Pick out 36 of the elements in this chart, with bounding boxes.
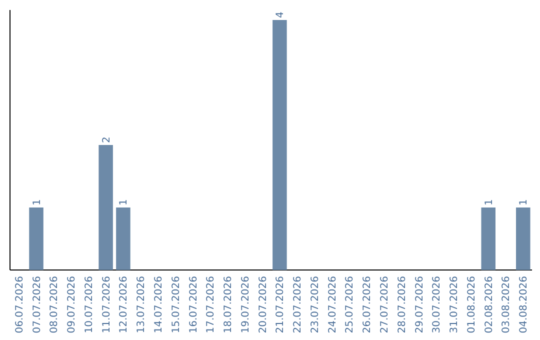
x-tick-label: 17.07.2026 (206, 276, 217, 334)
x-tick-label: 11.07.2026 (101, 276, 112, 334)
x-tick-label: 16.07.2026 (188, 276, 200, 334)
x-tick-label: 04.08.2026 (518, 276, 530, 334)
x-tick-label: 02.08.2026 (484, 276, 495, 334)
x-tick-label: 24.07.2026 (327, 276, 338, 334)
data-label: 1 (518, 199, 530, 206)
x-tick-label: 06.07.2026 (14, 276, 26, 334)
x-tick-label: 27.07.2026 (380, 276, 391, 334)
x-tick-label: 03.08.2026 (501, 276, 512, 334)
x-tick-label: 28.07.2026 (396, 276, 408, 334)
x-tick-label: 18.07.2026 (223, 276, 234, 334)
data-label: 4 (275, 12, 286, 18)
x-tick-label: 15.07.2026 (170, 276, 182, 334)
x-tick-label: 23.07.2026 (310, 276, 321, 334)
data-label: 2 (101, 136, 112, 143)
x-tick-label: 08.07.2026 (49, 276, 60, 334)
x-tick-label: 19.07.2026 (240, 276, 252, 334)
x-tick-label: 20.07.2026 (258, 276, 269, 334)
x-tick-label: 10.07.2026 (84, 276, 95, 334)
x-tick-label: 12.07.2026 (118, 276, 130, 334)
x-tick-label: 31.07.2026 (449, 276, 460, 334)
x-tick-label: 25.07.2026 (344, 276, 356, 334)
data-label: 1 (118, 199, 130, 206)
x-tick-label: 07.07.2026 (32, 276, 43, 334)
x-tick-label: 21.07.2026 (275, 276, 286, 334)
x-tick-label: 09.07.2026 (66, 276, 78, 334)
data-label: 1 (32, 199, 43, 206)
x-tick-label: 14.07.2026 (153, 276, 164, 334)
x-tick-label: 01.08.2026 (466, 276, 478, 334)
x-tick-label: 26.07.2026 (362, 276, 374, 334)
x-tick-label: 22.07.2026 (292, 276, 304, 334)
x-tick-label: 30.07.2026 (432, 276, 443, 334)
x-tick-label: 29.07.2026 (414, 276, 426, 334)
x-tick-label: 13.07.2026 (136, 276, 148, 334)
data-label: 1 (484, 199, 495, 206)
